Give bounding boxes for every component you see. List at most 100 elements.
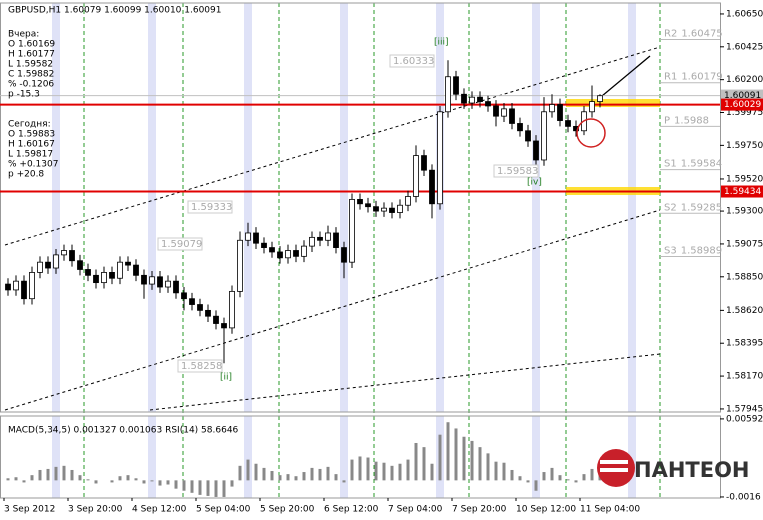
macd-bar [222,480,226,497]
indicator-title: MACD(5,34,5) 0.001327 0.001063 RSI(14) 5… [8,426,239,436]
candle-body [237,239,243,292]
x-tick-label: 11 Sep 04:00 [580,505,640,515]
candle-body [589,101,595,113]
x-tick-label: 6 Sep 12:00 [324,505,379,515]
macd-bar [350,459,354,481]
candle-body [149,276,155,285]
candle-body [421,155,427,171]
macd-bar [198,480,202,495]
candle-body [45,261,51,269]
macd-bar [454,428,458,481]
candle-body [333,232,339,248]
info-line: p +20.8 [8,170,44,180]
candle-body [181,292,187,300]
candle-body [309,236,315,247]
candle-body [501,108,507,117]
macd-bar [374,461,378,481]
candle-body [597,95,603,102]
macd-bar [150,480,154,482]
candle-body [69,250,75,262]
pivot-label: P 1.5988 [664,115,709,126]
candle-body [61,250,67,256]
candle-body [493,105,499,117]
macd-bar [574,480,578,483]
pivot-name: R2 [664,29,677,40]
channel-line [4,46,661,246]
pivot-label: S3 1.58989 [664,245,722,256]
candle-body [77,260,83,270]
pivot-value: 1.58989 [681,245,722,256]
macd-bar [270,471,274,481]
macd-bar [206,480,210,496]
macd-bar [262,467,266,481]
price-note: 1.58258 [181,361,222,372]
macd-bar [390,465,394,481]
macd-bar [126,475,130,481]
macd-bar [566,479,570,481]
macd-bar [54,466,58,481]
macd-bar [510,469,514,481]
candle-body [173,280,179,294]
y-tick-label: 1.59300 [726,207,763,217]
candle-body [197,304,203,311]
macd-bar [302,472,306,481]
macd-bar [118,476,122,481]
macd-bar [230,480,234,487]
pivot-label: S1 1.59584 [664,159,722,170]
price-level-box [721,98,763,111]
candle-body [565,120,571,127]
candle-body [517,123,523,132]
macd-bar [30,475,34,481]
y-tick-label: 1.57945 [726,404,763,414]
x-tick-label: 7 Sep 04:00 [388,505,443,515]
macd-bar [438,434,442,481]
candle-body [349,198,355,263]
macd-bar [62,465,66,481]
y-tick-label: 1.59750 [726,141,763,151]
candle-body [29,272,35,300]
candle-body [213,315,219,324]
candle-body [13,280,19,291]
macd-bar [294,476,298,481]
macd-bar [254,463,258,481]
candle-body [389,207,395,213]
candle-body [341,247,347,263]
info-line: % -0.1206 [8,80,54,90]
macd-bar [526,480,530,483]
candle-body [261,242,267,248]
price-note: 1.59079 [161,239,202,250]
logo-text: ПАНТЕОН [634,458,750,482]
candle-body [53,254,59,269]
forecast-arrow [601,55,651,97]
candle-body [93,274,99,284]
macd-bar [534,480,538,491]
pivot-value: 1.60475 [681,29,722,40]
price-note-box [187,200,233,214]
info-line: O 1.60169 [8,40,55,50]
y-tick-label: 1.58620 [726,306,763,316]
x-tick-label: 5 Sep 04:00 [196,505,251,515]
candle-body [357,198,363,205]
indicator-tick-label: 0.005921 [726,414,763,424]
candle-body [437,111,443,205]
candle-body [525,130,531,142]
price-pane [0,2,721,413]
macd-bar [70,469,74,481]
price-note: 1.59583 [497,166,538,177]
macd-bar [22,480,26,483]
candle-body [509,108,515,124]
macd-bar [86,479,90,481]
price-level-label: 1.60029 [724,100,761,110]
x-tick-label: 4 Sep 12:00 [132,505,187,515]
macd-bar [398,463,402,481]
indicator-pane [0,415,721,499]
info-line: O 1.59883 [8,130,55,140]
macd-bar [470,440,474,481]
candle-body [373,206,379,212]
price-note: 1.59333 [191,202,232,213]
macd-bar [94,480,98,484]
candle-body [141,274,147,285]
x-tick-label: 3 Sep 20:00 [68,505,123,515]
candle-body [301,245,307,257]
macd-bar [582,474,586,481]
